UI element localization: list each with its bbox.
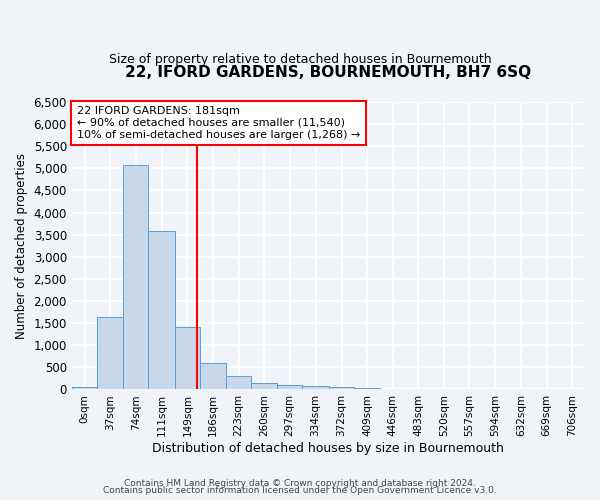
X-axis label: Distribution of detached houses by size in Bournemouth: Distribution of detached houses by size … <box>152 442 505 455</box>
Bar <box>97 317 123 390</box>
Bar <box>226 376 251 390</box>
Text: 22 IFORD GARDENS: 181sqm
← 90% of detached houses are smaller (11,540)
10% of se: 22 IFORD GARDENS: 181sqm ← 90% of detach… <box>77 106 360 140</box>
Text: Contains public sector information licensed under the Open Government Licence v3: Contains public sector information licen… <box>103 486 497 495</box>
Text: Size of property relative to detached houses in Bournemouth: Size of property relative to detached ho… <box>109 52 491 66</box>
Y-axis label: Number of detached properties: Number of detached properties <box>15 152 28 338</box>
Title: 22, IFORD GARDENS, BOURNEMOUTH, BH7 6SQ: 22, IFORD GARDENS, BOURNEMOUTH, BH7 6SQ <box>125 65 532 80</box>
Bar <box>148 231 175 390</box>
Bar <box>72 387 97 390</box>
Bar <box>302 386 329 390</box>
Bar <box>175 326 200 390</box>
Bar <box>329 388 354 390</box>
Bar <box>277 384 302 390</box>
Bar <box>123 165 148 390</box>
Bar <box>251 383 277 390</box>
Bar <box>354 388 380 390</box>
Text: Contains HM Land Registry data © Crown copyright and database right 2024.: Contains HM Land Registry data © Crown c… <box>124 478 476 488</box>
Bar <box>200 364 226 390</box>
